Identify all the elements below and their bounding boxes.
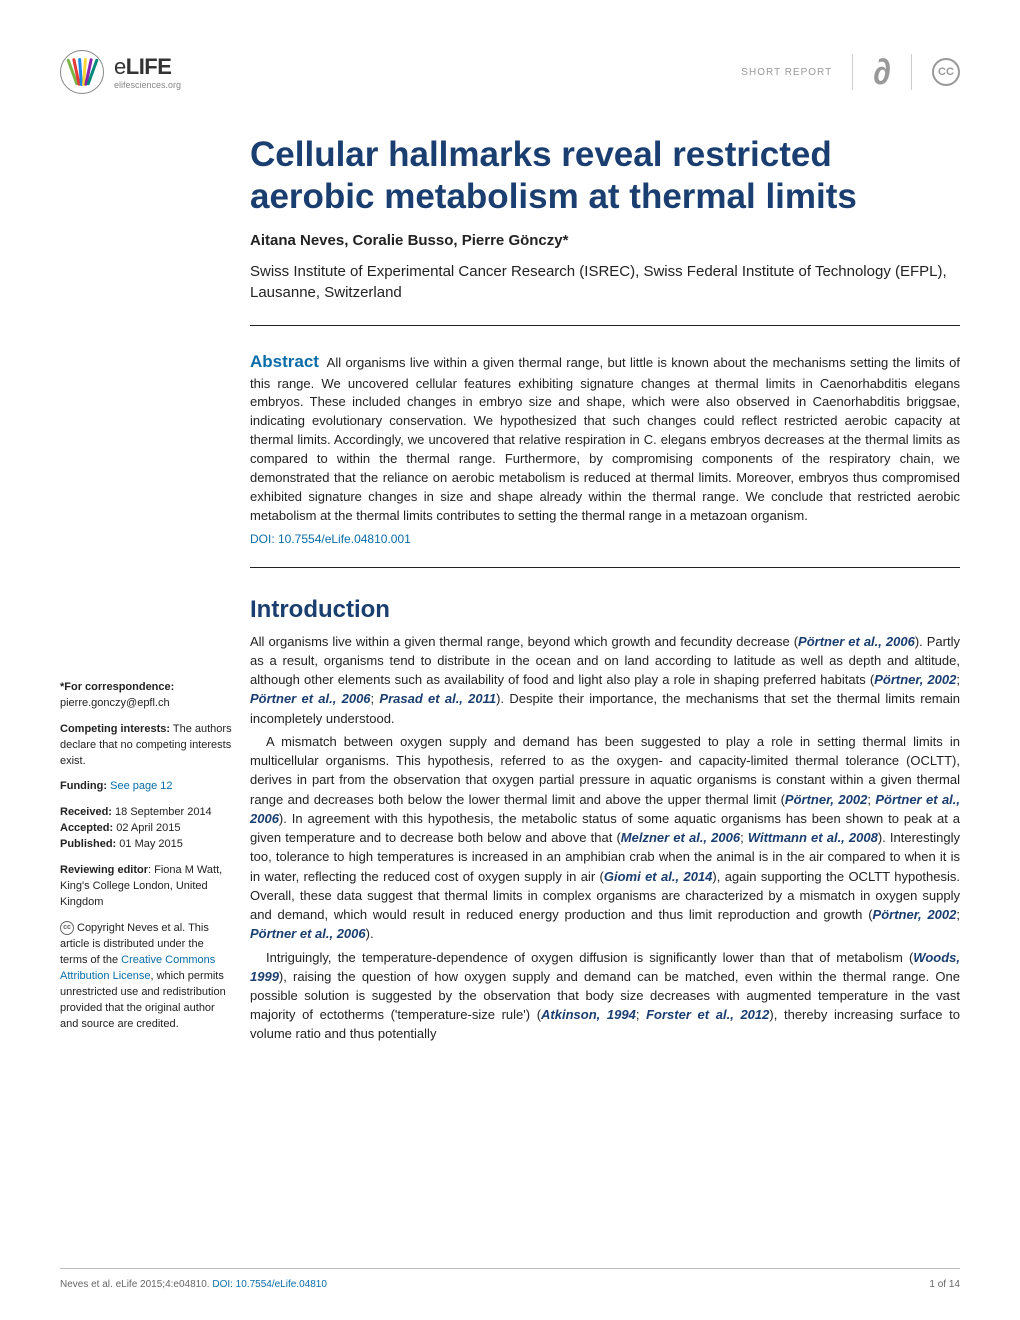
abstract-doi[interactable]: DOI: 10.7554/eLife.04810.001 bbox=[250, 531, 960, 548]
page-header: eLIFE elifesciences.org SHORT REPORT ∂ C… bbox=[60, 50, 960, 94]
accepted-value: 02 April 2015 bbox=[116, 822, 180, 834]
authors: Aitana Neves, Coralie Busso, Pierre Gönc… bbox=[250, 232, 960, 249]
intro-para-3: Intriguingly, the temperature-dependence… bbox=[250, 948, 960, 1044]
abstract-label: Abstract bbox=[250, 352, 319, 371]
page-footer: Neves et al. eLife 2015;4:e04810. DOI: 1… bbox=[60, 1268, 960, 1290]
citation[interactable]: Pörtner, 2002 bbox=[874, 672, 956, 687]
brand-life: LIFE bbox=[126, 54, 172, 79]
citation[interactable]: Pörtner et al., 2006 bbox=[250, 926, 366, 941]
intro-para-2: A mismatch between oxygen supply and dem… bbox=[250, 732, 960, 944]
citation[interactable]: Forster et al., 2012 bbox=[646, 1007, 769, 1022]
logo-area: eLIFE elifesciences.org bbox=[60, 50, 181, 94]
received-value: 18 September 2014 bbox=[115, 806, 212, 818]
divider-rule bbox=[250, 325, 960, 326]
funding-link[interactable]: See page 12 bbox=[110, 780, 172, 792]
footer-doi[interactable]: DOI: 10.7554/eLife.04810 bbox=[212, 1279, 327, 1290]
logo-text: eLIFE elifesciences.org bbox=[114, 54, 181, 90]
correspondence-label: *For correspondence: bbox=[60, 681, 174, 693]
editor-label: Reviewing editor bbox=[60, 864, 148, 876]
brand-e: e bbox=[114, 54, 126, 79]
citation[interactable]: Pörtner, 2002 bbox=[785, 792, 867, 807]
citation[interactable]: Prasad et al., 2011 bbox=[379, 691, 496, 706]
abstract: Abstract All organisms live within a giv… bbox=[250, 350, 960, 549]
header-divider bbox=[852, 54, 853, 90]
header-divider-2 bbox=[911, 54, 912, 90]
accepted-label: Accepted: bbox=[60, 822, 113, 834]
cc-small-icon: cc bbox=[60, 921, 74, 935]
competing-label: Competing interests: bbox=[60, 723, 170, 735]
published-label: Published: bbox=[60, 838, 116, 850]
cc-icon: CC bbox=[932, 58, 960, 86]
header-right: SHORT REPORT ∂ CC bbox=[741, 54, 960, 90]
citation[interactable]: Pörtner, 2002 bbox=[873, 907, 957, 922]
citation[interactable]: Giomi et al., 2014 bbox=[604, 869, 713, 884]
two-column-layout: *For correspondence: pierre.gonczy@epfl.… bbox=[60, 632, 960, 1048]
citation[interactable]: Melzner et al., 2006 bbox=[621, 830, 740, 845]
funding-label: Funding: bbox=[60, 780, 107, 792]
elife-logo-icon bbox=[60, 50, 104, 94]
abstract-text: All organisms live within a given therma… bbox=[250, 355, 960, 523]
section-heading-introduction: Introduction bbox=[250, 596, 960, 624]
open-access-icon: ∂ bbox=[873, 54, 891, 90]
citation[interactable]: Atkinson, 1994 bbox=[541, 1007, 636, 1022]
published-value: 01 May 2015 bbox=[119, 838, 183, 850]
citation[interactable]: Pörtner et al., 2006 bbox=[798, 634, 915, 649]
citation[interactable]: Wittmann et al., 2008 bbox=[748, 830, 878, 845]
report-type: SHORT REPORT bbox=[741, 67, 832, 78]
article-sidebar: *For correspondence: pierre.gonczy@epfl.… bbox=[60, 632, 232, 1048]
citation[interactable]: Pörtner et al., 2006 bbox=[250, 691, 371, 706]
affiliation: Swiss Institute of Experimental Cancer R… bbox=[250, 261, 960, 303]
page-number: 1 of 14 bbox=[929, 1279, 960, 1290]
divider-rule-2 bbox=[250, 567, 960, 568]
article-title: Cellular hallmarks reveal restricted aer… bbox=[250, 134, 960, 218]
body-text: All organisms live within a given therma… bbox=[250, 632, 960, 1048]
brand-url: elifesciences.org bbox=[114, 80, 181, 90]
intro-para-1: All organisms live within a given therma… bbox=[250, 632, 960, 728]
footer-citation: Neves et al. eLife 2015;4:e04810. bbox=[60, 1279, 212, 1290]
correspondence-value: pierre.gonczy@epfl.ch bbox=[60, 697, 170, 709]
received-label: Received: bbox=[60, 806, 112, 818]
